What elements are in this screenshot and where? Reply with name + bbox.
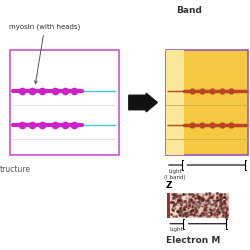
Text: tructure: tructure	[0, 165, 31, 174]
Text: Band: Band	[176, 6, 202, 15]
Text: Electron M: Electron M	[166, 236, 220, 245]
Text: Light
(I band): Light (I band)	[164, 169, 186, 179]
Bar	[166, 50, 248, 155]
Bar	[166, 50, 184, 155]
Text: Z: Z	[165, 181, 172, 190]
Bar	[167, 192, 186, 218]
FancyArrow shape	[129, 93, 157, 112]
Text: myosin (with heads): myosin (with heads)	[9, 24, 80, 84]
Bar	[167, 192, 229, 218]
Text: Light: Light	[170, 227, 183, 232]
Bar	[10, 50, 119, 155]
Bar	[167, 192, 170, 218]
